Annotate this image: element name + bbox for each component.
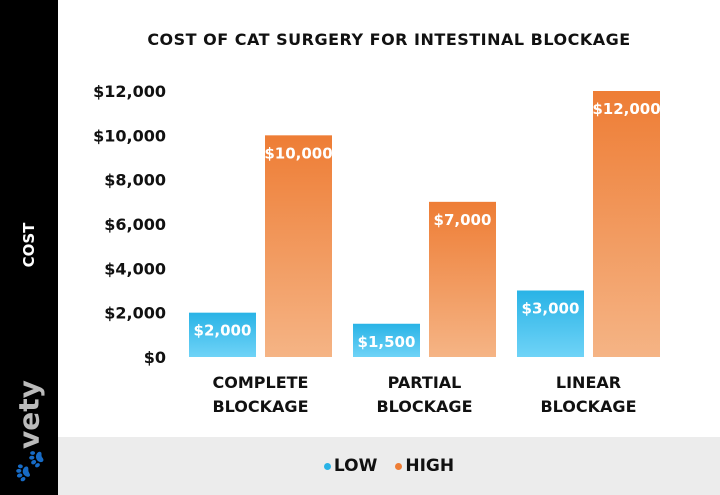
data-label: $7,000 (434, 211, 492, 229)
chart-title: COST OF CAT SURGERY FOR INTESTINAL BLOCK… (147, 30, 631, 49)
x-tick-label: BLOCKAGE (376, 397, 472, 416)
bar-low (353, 323, 420, 357)
chart: $0 $2,000 $4,000 $6,000 $8,000 $10,000 $12,000… (93, 82, 661, 416)
x-tick-label: BLOCKAGE (540, 397, 636, 416)
bar-low (189, 312, 256, 357)
y-tick-label: $4,000 (104, 259, 166, 278)
bar-high (429, 201, 496, 357)
legend: LOW HIGH (58, 437, 720, 495)
bar-low (517, 290, 584, 357)
y-tick-label: $12,000 (93, 82, 166, 101)
bar-high (265, 135, 332, 357)
legend-swatch-high (395, 462, 403, 470)
y-tick-label: $6,000 (104, 215, 166, 234)
y-tick-label: $2,000 (104, 304, 166, 323)
paw-icon: 🐾 (12, 449, 46, 484)
bar-high (593, 91, 660, 357)
data-label: $12,000 (592, 100, 660, 118)
sidebar: COST 🐾vety (0, 0, 58, 495)
x-tick-label: BLOCKAGE (212, 397, 308, 416)
x-tick-label: PARTIAL (388, 373, 462, 392)
data-label: $2,000 (194, 322, 252, 340)
x-tick-label: COMPLETE (213, 373, 309, 392)
data-label: $10,000 (264, 144, 332, 162)
data-label: $1,500 (358, 333, 416, 351)
x-tick-label: LINEAR (556, 373, 621, 392)
legend-swatch-low (323, 462, 331, 470)
y-tick-label: $0 (144, 348, 166, 367)
y-tick-label: $10,000 (93, 126, 166, 145)
legend-item-high: HIGH (395, 456, 454, 476)
legend-item-low: LOW (323, 456, 377, 476)
y-tick-label: $8,000 (104, 171, 166, 190)
data-label: $3,000 (522, 300, 580, 318)
